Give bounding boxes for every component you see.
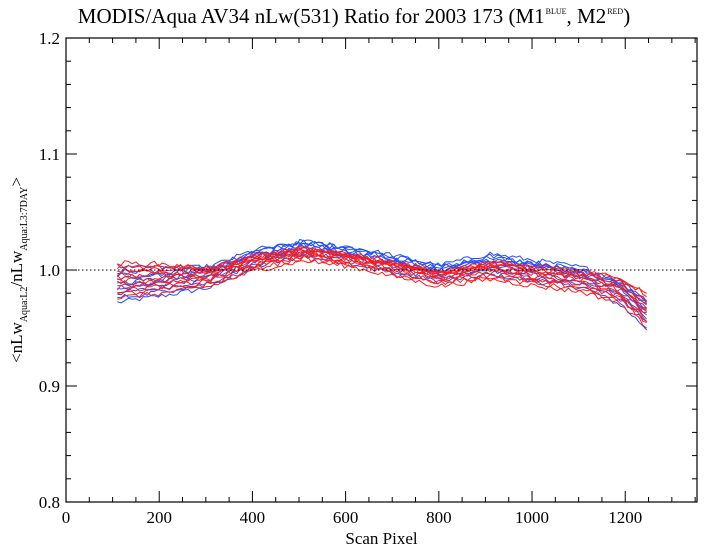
y-label-sub2: Aqua:L3:7DAY: [19, 187, 30, 251]
x-tick-label: 600: [333, 508, 359, 527]
series-line-m2-16: [117, 255, 647, 323]
series-line-m1-4: [117, 241, 647, 301]
y-tick-label: 0.8: [39, 493, 60, 512]
x-tick-label: 1200: [608, 508, 642, 527]
x-tick-label: 200: [146, 508, 172, 527]
x-tick-label: 400: [240, 508, 266, 527]
title-text-end: ): [623, 4, 631, 28]
y-label-sub1: Aqua:L2: [19, 287, 30, 323]
x-axis-label: Scan Pixel: [345, 529, 418, 548]
y-tick-label: 0.9: [39, 377, 60, 396]
series-line-m2-18: [117, 249, 647, 311]
title-text: MODIS/Aqua AV34 nLw(531) Ratio for 2003 …: [77, 4, 545, 28]
y-axis-label: <nLwAqua:L2/nLwAqua:L3:7DAY>: [7, 177, 30, 363]
title-sup-red: RED: [607, 7, 624, 16]
series-line-m2-19: [116, 249, 647, 305]
y-tick-label: 1.0: [39, 261, 60, 280]
series-layer: [116, 238, 648, 331]
x-tick-label: 800: [426, 508, 452, 527]
y-tick-label: 1.2: [39, 29, 60, 48]
x-tick-label: 0: [62, 508, 71, 527]
y-label-lead: <nLw: [7, 321, 26, 362]
series-line-m2-10: [117, 259, 647, 329]
title-text-middle: , M2: [566, 4, 607, 28]
x-tick-label: 1000: [515, 508, 549, 527]
chart-title: MODIS/Aqua AV34 nLw(531) Ratio for 2003 …: [0, 4, 708, 29]
tick-layer: 0 200 400 600 800 1000 1200 0.8 0.9 1.0 1.1 1.2: [39, 29, 697, 527]
title-sup-blue: BLUE: [545, 7, 567, 16]
series-line-m1-3: [117, 238, 648, 306]
series-line-m1-0: [117, 254, 648, 331]
y-tick-label: 1.1: [39, 145, 60, 164]
y-label-mid: /nLw: [7, 250, 26, 287]
series-line-m2-20: [116, 245, 647, 294]
y-label-trail: >: [7, 177, 26, 187]
